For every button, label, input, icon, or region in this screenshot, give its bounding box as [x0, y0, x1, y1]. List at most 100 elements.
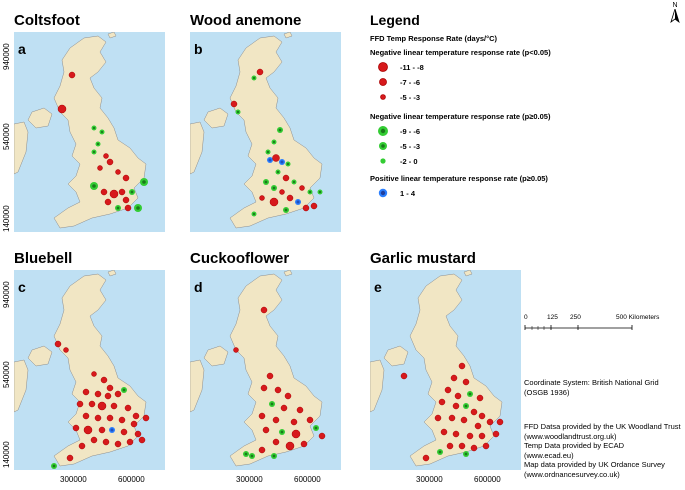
site-marker-red — [256, 68, 264, 76]
site-marker-red — [296, 406, 304, 414]
site-marker-green-core — [92, 184, 96, 188]
site-marker-green-core — [284, 208, 288, 212]
site-marker-red — [279, 189, 285, 195]
site-marker-red — [132, 412, 140, 420]
site-marker-green-core — [468, 392, 472, 396]
site-marker-red — [258, 446, 266, 454]
site-marker-red — [78, 442, 86, 450]
site-marker-green-core — [252, 76, 256, 80]
site-marker-red — [114, 440, 122, 448]
site-marker-red — [98, 426, 106, 434]
site-marker-red — [115, 169, 121, 175]
site-marker-red — [260, 306, 268, 314]
site-marker-red — [63, 347, 69, 353]
legend-item-red-large: -11 - -8 — [400, 63, 424, 72]
site-marker-red — [134, 430, 142, 438]
site-marker-green-core — [116, 206, 120, 210]
map-panel-b: b — [190, 32, 341, 232]
site-marker-blue-core — [296, 200, 300, 204]
source-line-3: Temp Data provided by ECAD — [524, 441, 625, 450]
site-marker-green-core — [142, 180, 146, 184]
north-arrow-icon — [670, 7, 680, 24]
xtick-c-600000: 600000 — [118, 475, 145, 484]
ireland-landmass — [190, 359, 205, 413]
site-marker-red — [438, 398, 446, 406]
site-marker-red — [266, 372, 274, 380]
scale-label-250: 250 — [570, 314, 581, 321]
site-marker-red — [260, 384, 268, 392]
panel-title-bluebell: Bluebell — [14, 250, 73, 267]
site-marker-green-core — [266, 150, 270, 154]
site-marker-red — [400, 372, 408, 380]
map-svg-e: e — [370, 270, 521, 470]
site-marker-red — [452, 402, 460, 410]
legend-item-red-medium: -7 - -6 — [400, 78, 421, 87]
site-marker-red — [272, 154, 280, 162]
site-marker-red — [76, 400, 84, 408]
map-svg-a: a — [14, 32, 165, 232]
ytick-a-940000: 940000 — [2, 43, 11, 70]
data-source-info: FFD Datsa provided by the UK Woodland Tr… — [524, 422, 681, 479]
site-marker-red — [482, 442, 490, 450]
map-panel-d: d — [190, 270, 341, 470]
site-marker-red — [104, 198, 112, 206]
legend-symbol-blue — [378, 188, 388, 198]
source-line-4: (www.ecad.eu) — [524, 450, 574, 460]
ireland-landmass — [14, 359, 29, 413]
site-marker-green-core — [92, 126, 96, 130]
site-marker-red — [291, 429, 301, 439]
legend-symbol-green-medium — [379, 142, 387, 150]
site-marker-red — [104, 392, 112, 400]
site-marker-red — [118, 188, 126, 196]
northern-ireland-landmass — [383, 345, 409, 367]
legend-item-red-small: -5 - -3 — [400, 93, 421, 102]
source-line-1: FFD Datsa provided by the UK Woodland Tr… — [524, 422, 681, 431]
coord-system-info: Coordinate System: British National Grid… — [524, 378, 659, 397]
ireland-landmass — [190, 121, 205, 175]
site-marker-red — [138, 436, 146, 444]
site-marker-red — [274, 386, 282, 394]
coord-line-1: Coordinate System: British National Grid — [524, 378, 659, 387]
site-marker-red — [100, 188, 108, 196]
ytick-c-540000: 540000 — [2, 361, 11, 388]
site-marker-green-core — [272, 140, 276, 144]
site-marker-red — [269, 197, 279, 207]
site-marker-red — [83, 425, 93, 435]
site-marker-red — [126, 438, 134, 446]
xtick-d-300000: 300000 — [236, 475, 263, 484]
site-marker-red — [118, 416, 126, 424]
site-marker-green-core — [236, 110, 240, 114]
legend-group-2-label: Negative linear temperature response rat… — [370, 112, 551, 121]
site-marker-green-core — [252, 212, 256, 216]
site-marker-red — [282, 174, 290, 182]
site-marker-red — [306, 416, 314, 424]
site-marker-blue-core — [268, 158, 272, 162]
legend-heading: FFD Temp Response Rate (days/°C) — [370, 34, 498, 43]
map-svg-c: c — [14, 270, 165, 470]
site-marker-red — [124, 404, 132, 412]
site-marker-red — [478, 412, 486, 420]
site-marker-red — [97, 401, 107, 411]
site-marker-green-core — [278, 128, 282, 132]
panel-letter: b — [194, 41, 203, 57]
site-marker-red — [280, 404, 288, 412]
site-marker-green-core — [280, 430, 284, 434]
scale-bar-graphic — [524, 325, 633, 330]
north-arrow: N — [668, 2, 682, 24]
site-marker-red — [100, 376, 108, 384]
legend-group-3-label: Positive linear temperature response rat… — [370, 174, 548, 183]
site-marker-red — [97, 165, 103, 171]
ytick-c-140000: 140000 — [2, 441, 11, 468]
site-marker-green-core — [272, 186, 276, 190]
northern-ireland-landmass — [203, 107, 229, 129]
site-marker-red — [82, 388, 90, 396]
site-marker-red — [122, 196, 130, 204]
site-marker-red — [68, 71, 76, 79]
island-landmass — [463, 270, 473, 277]
xtick-c-300000: 300000 — [60, 475, 87, 484]
site-marker-red — [90, 436, 98, 444]
site-marker-red — [103, 153, 109, 159]
site-marker-red — [492, 430, 500, 438]
panel-title-garlic-mustard: Garlic mustard — [370, 250, 476, 267]
ytick-c-940000: 940000 — [2, 281, 11, 308]
